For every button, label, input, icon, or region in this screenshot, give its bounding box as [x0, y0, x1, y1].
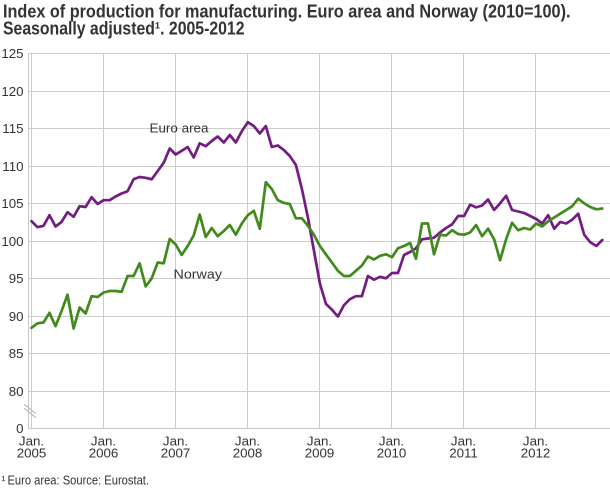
svg-text:2008: 2008 [233, 445, 263, 460]
svg-text:2010: 2010 [377, 445, 407, 460]
svg-text:2007: 2007 [161, 445, 191, 460]
svg-text:100: 100 [1, 234, 23, 249]
svg-text:90: 90 [9, 309, 24, 324]
svg-text:Jan.: Jan. [307, 434, 332, 449]
svg-text:110: 110 [2, 159, 23, 174]
svg-text:Seasonally adjusted¹. 2005-201: Seasonally adjusted¹. 2005-2012 [3, 19, 245, 39]
svg-text:105: 105 [1, 196, 23, 211]
svg-text:Jan.: Jan. [235, 434, 260, 449]
svg-text:120: 120 [1, 84, 23, 99]
svg-text:Jan.: Jan. [523, 434, 548, 449]
svg-text:115: 115 [2, 121, 23, 136]
svg-text:Jan.: Jan. [163, 434, 188, 449]
svg-text:Euro area: Euro area [150, 121, 210, 136]
svg-text:¹ Euro area: Source: Eurostat.: ¹ Euro area: Source: Eurostat. [2, 473, 150, 487]
svg-text:95: 95 [9, 271, 24, 286]
svg-text:2009: 2009 [305, 445, 335, 460]
svg-text:2012: 2012 [521, 445, 551, 460]
svg-text:Jan.: Jan. [379, 434, 404, 449]
svg-text:2011: 2011 [449, 445, 478, 460]
svg-text:Jan.: Jan. [91, 434, 116, 449]
svg-text:0: 0 [16, 421, 23, 436]
svg-text:80: 80 [9, 384, 24, 399]
svg-text:85: 85 [9, 346, 24, 361]
svg-text:2005: 2005 [17, 445, 47, 460]
svg-text:Index of production for manufa: Index of production for manufacturing. E… [3, 2, 571, 22]
svg-text:Jan.: Jan. [19, 434, 44, 449]
svg-text:2006: 2006 [89, 445, 119, 460]
svg-text:Jan.: Jan. [451, 434, 476, 449]
svg-text:Norway: Norway [174, 267, 223, 282]
svg-text:125: 125 [1, 46, 23, 61]
